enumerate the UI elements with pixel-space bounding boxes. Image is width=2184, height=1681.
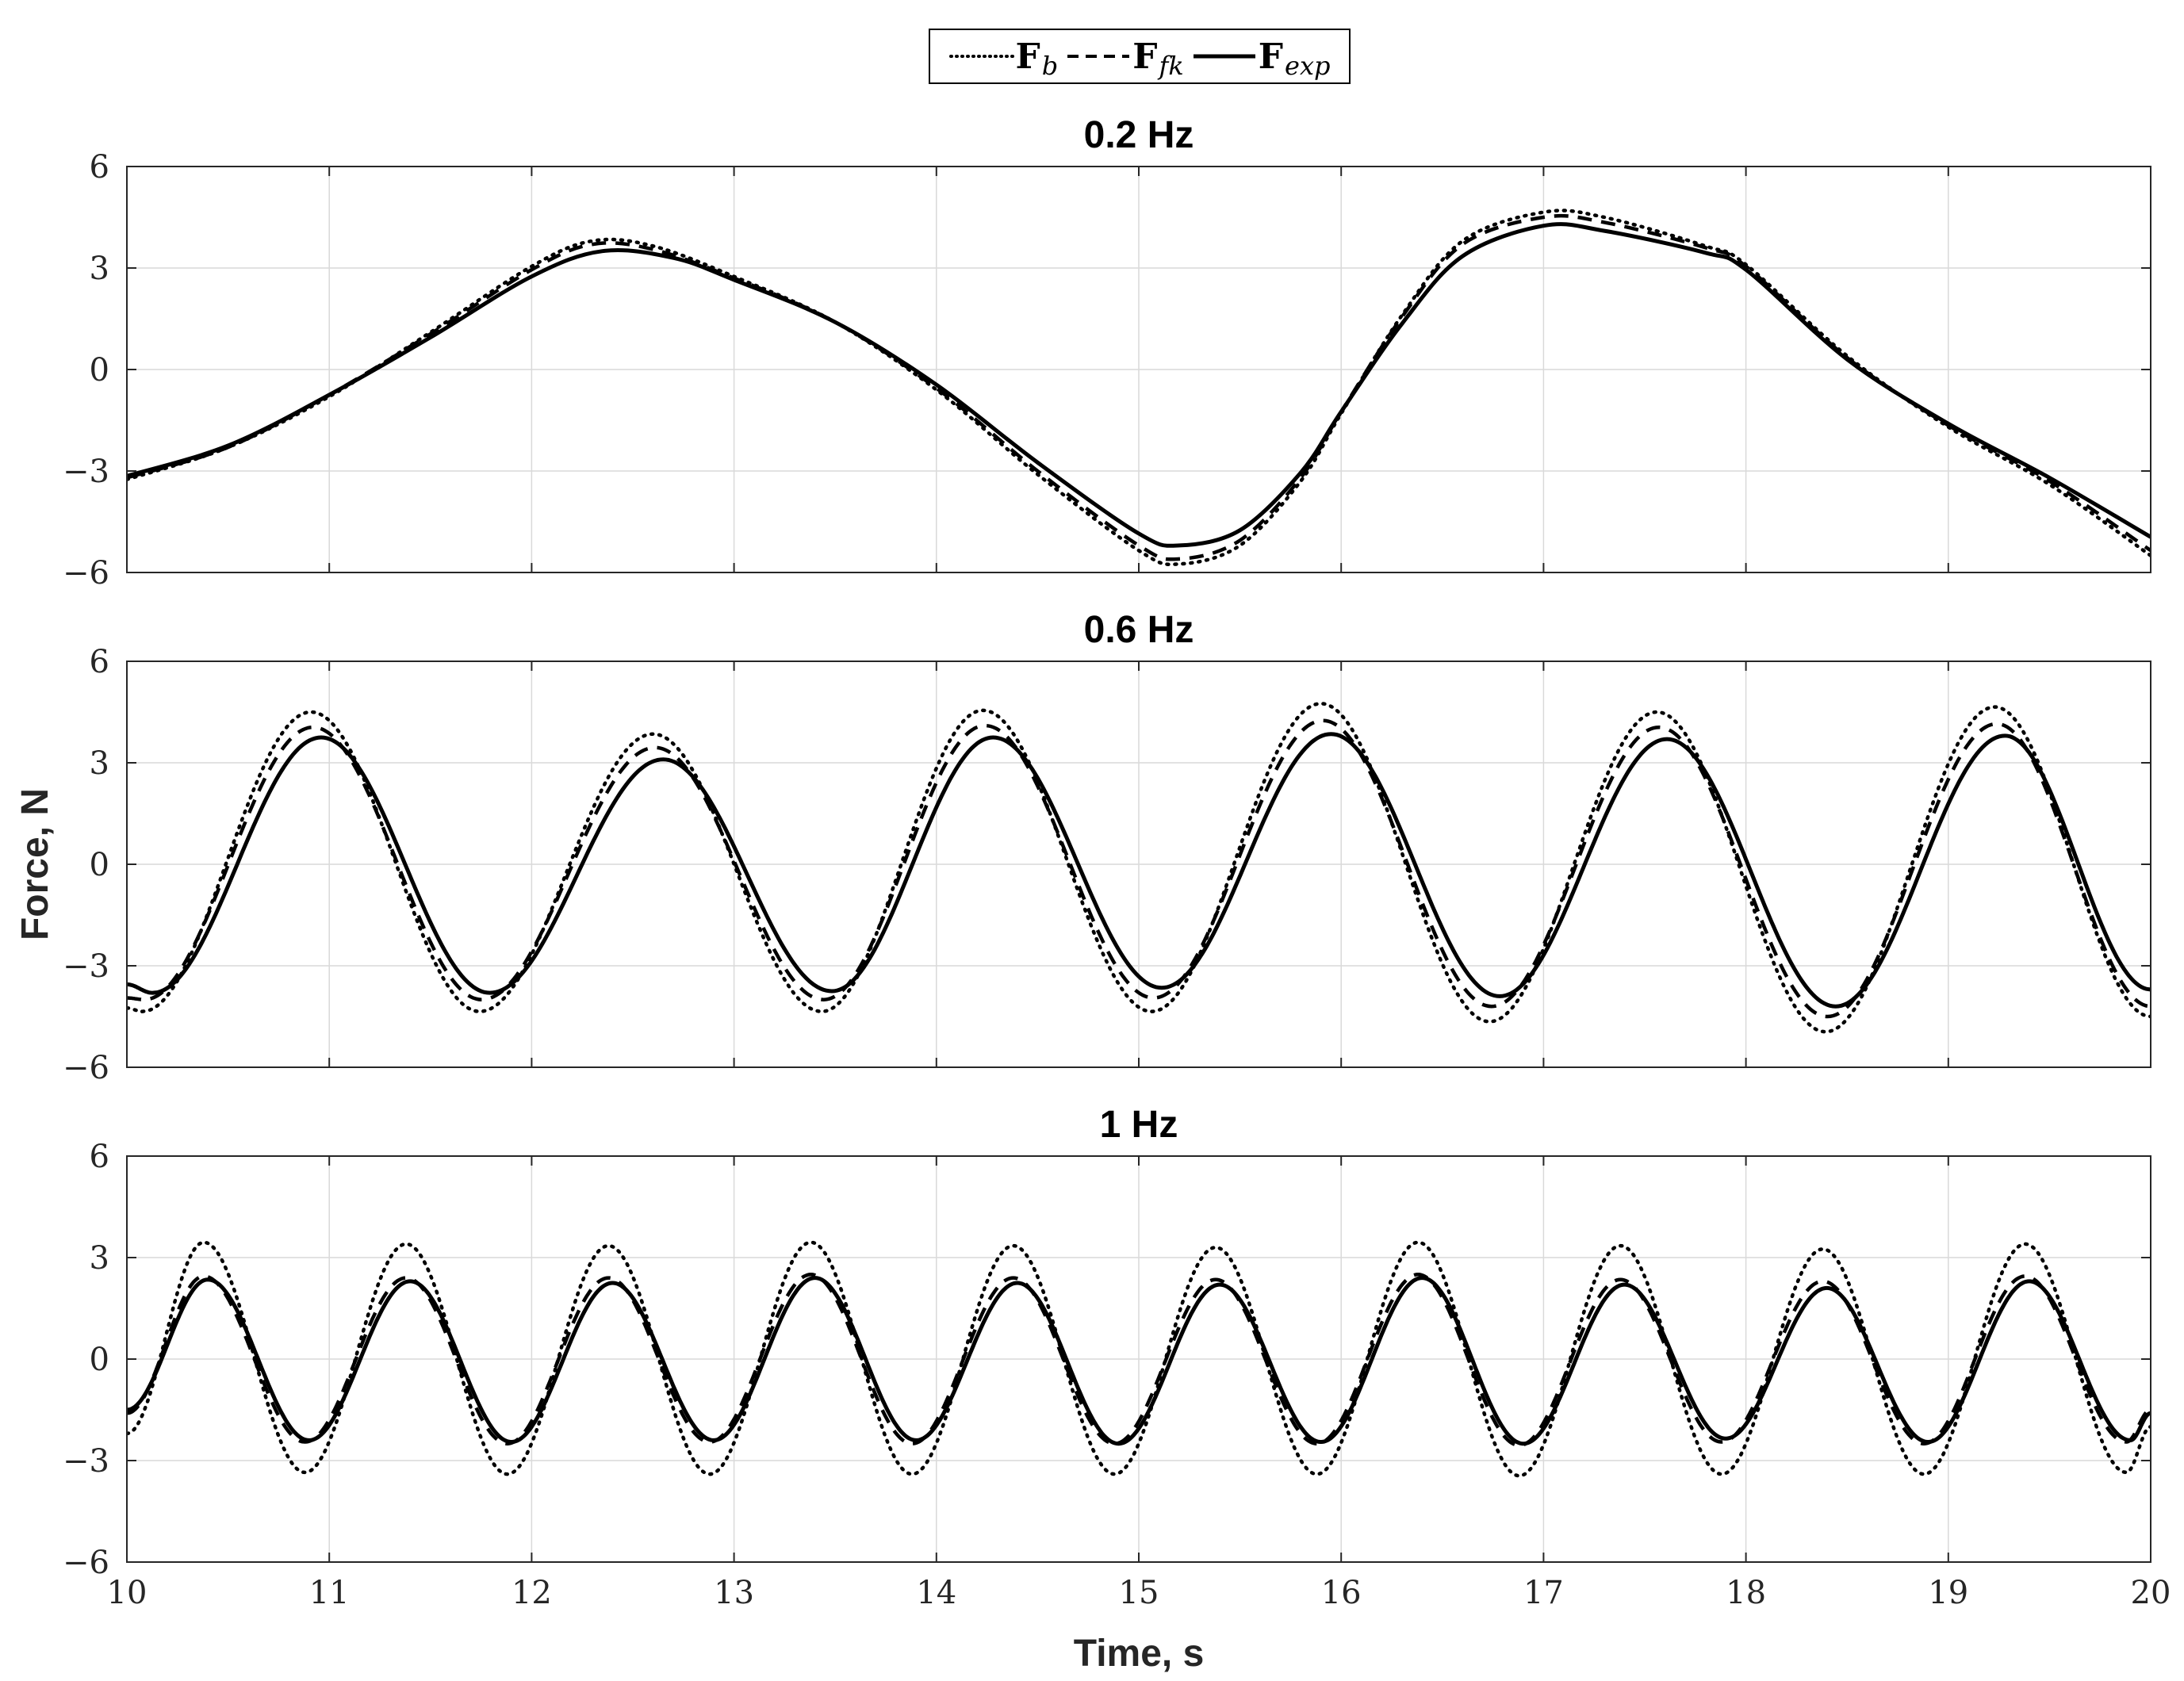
legend-dotted-line-icon bbox=[948, 55, 1014, 58]
panel-3: −6 −3 0 3 6 1 Hz 10 11 12 13 14 15 16 17 18 19 20 bbox=[63, 1104, 2171, 1611]
y-tick-label: 3 bbox=[90, 745, 109, 782]
series-line-f-fk bbox=[127, 213, 2151, 561]
x-tick-label: 10 bbox=[107, 1575, 148, 1611]
panels-layer: −6 −3 0 3 6 0.2 Hz −6 −3 0 3 6 0.6 Hz −6 −3 0 3 6 1 Hz 10 1… bbox=[63, 114, 2171, 1611]
y-tick-label: 6 bbox=[90, 644, 109, 680]
y-tick-label: −6 bbox=[63, 1545, 109, 1581]
legend-item-fexp: Fexp bbox=[1192, 36, 1331, 81]
panel-1: −6 −3 0 3 6 0.2 Hz bbox=[63, 114, 2151, 592]
y-tick-label: 0 bbox=[90, 847, 109, 883]
panel-title: 1 Hz bbox=[1100, 1104, 1178, 1146]
series-line-f-exp bbox=[127, 1276, 2151, 1446]
x-tick-label: 11 bbox=[309, 1575, 350, 1611]
y-tick-label: −3 bbox=[63, 948, 109, 985]
legend-label-fexp: Fexp bbox=[1258, 36, 1331, 81]
x-axis-label: Time, s bbox=[1074, 1633, 1205, 1675]
x-tick-label: 15 bbox=[1119, 1575, 1159, 1611]
y-tick-label: 0 bbox=[90, 352, 109, 389]
series-line-f-exp bbox=[127, 222, 2151, 548]
panel-title: 0.6 Hz bbox=[1084, 609, 1194, 651]
series-line-f-b bbox=[127, 702, 2151, 1034]
y-tick-label: −6 bbox=[63, 1050, 109, 1086]
panel-2: −6 −3 0 3 6 0.6 Hz bbox=[63, 609, 2151, 1086]
y-tick-label: −6 bbox=[63, 555, 109, 592]
panel-title: 0.2 Hz bbox=[1084, 114, 1194, 156]
legend-label-fb: Fb bbox=[1015, 36, 1059, 81]
series-line-f-exp bbox=[127, 732, 2151, 1009]
y-tick-label: 6 bbox=[90, 149, 109, 186]
y-tick-label: 6 bbox=[90, 1139, 109, 1175]
series-line-f-fk bbox=[127, 1273, 2151, 1448]
legend-dashed-line-icon bbox=[1067, 55, 1130, 58]
legend: Fb Ffk Fexp bbox=[929, 29, 1351, 84]
x-tick-label: 16 bbox=[1321, 1575, 1362, 1611]
x-tick-label: 18 bbox=[1726, 1575, 1766, 1611]
x-tick-label: 20 bbox=[2131, 1575, 2171, 1611]
legend-solid-line-icon bbox=[1193, 54, 1255, 59]
y-tick-label: −3 bbox=[63, 454, 109, 490]
legend-label-ffk: Ffk bbox=[1132, 36, 1184, 81]
y-tick-label: 3 bbox=[90, 251, 109, 287]
x-tick-label: 17 bbox=[1523, 1575, 1564, 1611]
x-tick-label: 13 bbox=[714, 1575, 754, 1611]
x-tick-label: 14 bbox=[916, 1575, 956, 1611]
legend-item-ffk: Ffk bbox=[1066, 36, 1184, 81]
y-tick-label: 3 bbox=[90, 1240, 109, 1277]
y-axis-label: Force, N bbox=[14, 788, 56, 940]
x-tick-label: 19 bbox=[1928, 1575, 1968, 1611]
y-tick-label: 0 bbox=[90, 1342, 109, 1378]
x-tick-label: 12 bbox=[512, 1575, 552, 1611]
legend-item-fb: Fb bbox=[948, 36, 1059, 81]
y-tick-label: −3 bbox=[63, 1443, 109, 1480]
